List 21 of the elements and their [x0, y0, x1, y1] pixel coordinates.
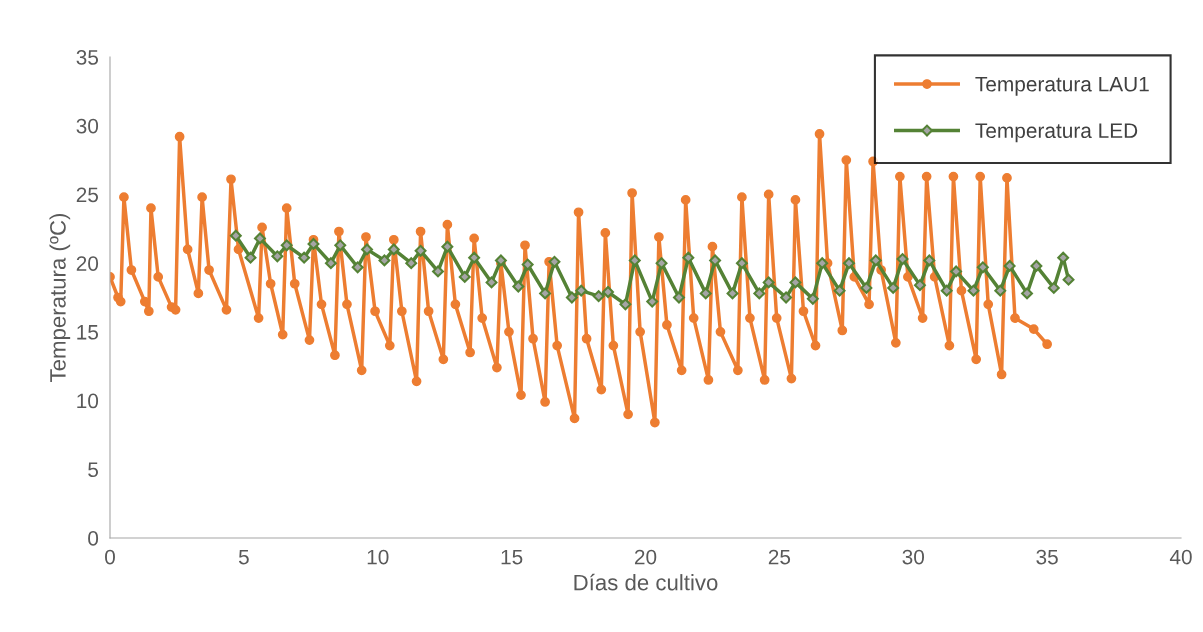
y-tick-label: 15: [77, 325, 99, 340]
y-tick-label: 10: [77, 393, 99, 409]
y-axis-title: Temperatura (ºC): [49, 213, 71, 382]
legend-label: Temperatura LED: [975, 123, 1138, 143]
y-tick-label: 20: [76, 256, 99, 271]
x-tick-label: 20: [634, 549, 657, 565]
x-axis-title: Días de cultivo: [574, 573, 718, 591]
y-tick-label: 25: [76, 187, 99, 203]
legend-label: Temperatura LAU1: [975, 76, 1149, 96]
x-tick-label: 30: [902, 549, 925, 565]
x-tick-label: 15: [501, 549, 523, 565]
x-tick-label: 5: [238, 549, 249, 565]
x-tick-label: 35: [1036, 549, 1058, 565]
y-tick-label: 0: [88, 531, 99, 546]
x-tick-label: 40: [1169, 549, 1192, 565]
y-tick-label: 35: [76, 50, 99, 65]
x-tick-label: 25: [768, 549, 791, 565]
y-tick-label: 30: [76, 118, 99, 134]
x-tick-label: 0: [105, 549, 115, 565]
x-tick-label: 10: [367, 549, 389, 565]
y-tick-label: 5: [88, 462, 99, 478]
